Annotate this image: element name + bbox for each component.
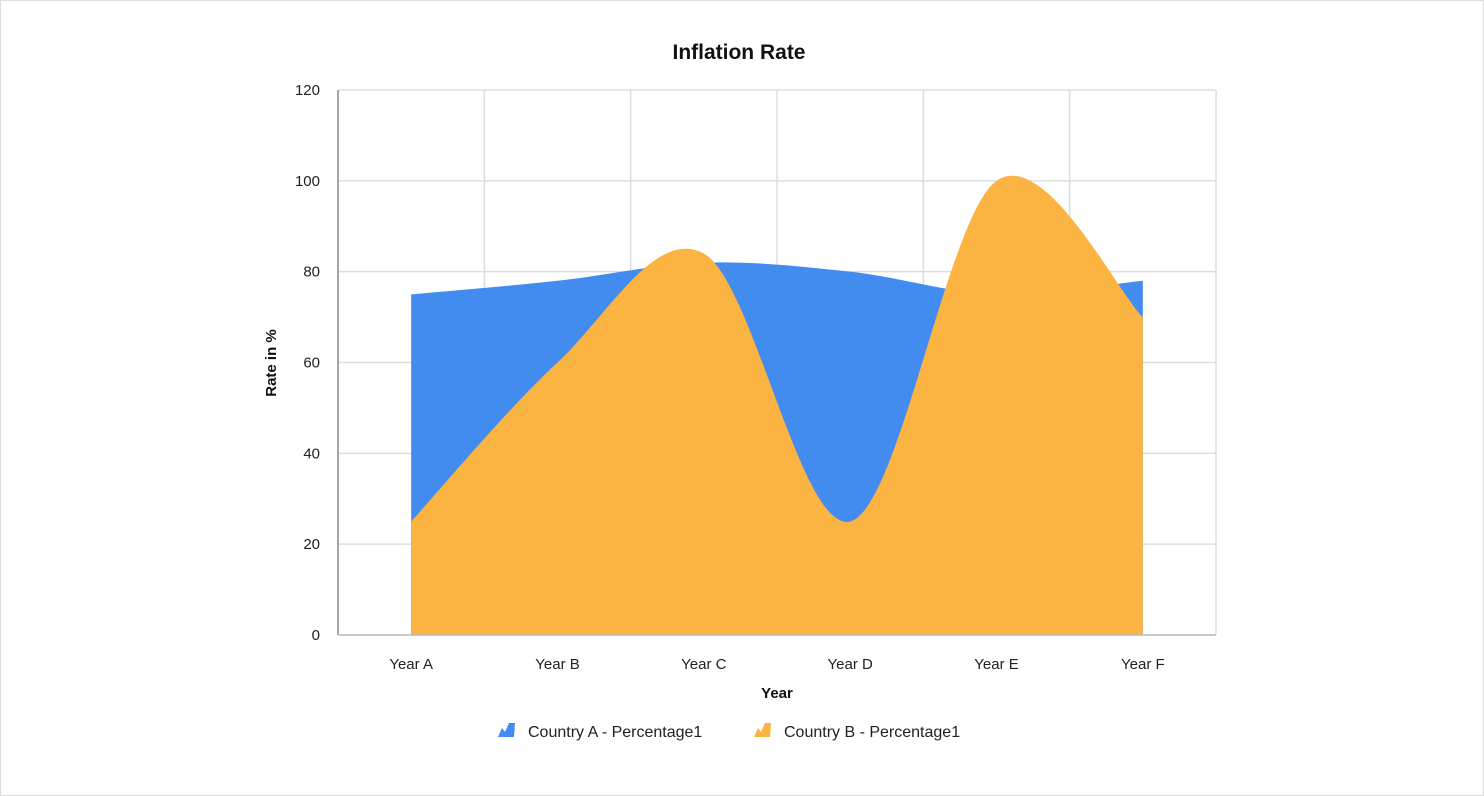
series-areas xyxy=(411,175,1143,635)
x-tick-label: Year A xyxy=(389,656,433,673)
axes xyxy=(337,90,1216,636)
y-axis-title: Rate in % xyxy=(263,329,280,397)
x-tick-label: Year C xyxy=(681,656,726,673)
y-tick-label: 100 xyxy=(295,173,320,190)
x-tick-label: Year B xyxy=(535,656,579,673)
x-axis-ticks: Year A Year B Year C Year D Year E Year F xyxy=(389,656,1164,673)
x-tick-label: Year D xyxy=(828,656,873,673)
y-tick-label: 60 xyxy=(303,355,320,372)
chart-title: Inflation Rate xyxy=(672,41,805,64)
area-series-icon xyxy=(498,723,515,737)
y-axis-ticks: 0 20 40 60 80 100 120 xyxy=(295,82,320,644)
x-tick-label: Year F xyxy=(1121,656,1165,673)
series-area-2[interactable] xyxy=(411,175,1143,635)
y-tick-label: 120 xyxy=(295,82,320,99)
y-tick-label: 20 xyxy=(303,536,320,553)
legend-label: Country B - Percentage1 xyxy=(784,724,960,741)
legend-item-2[interactable]: Country B - Percentage1 xyxy=(754,723,960,741)
legend-item-1[interactable]: Country A - Percentage1 xyxy=(498,723,702,741)
legend-label: Country A - Percentage1 xyxy=(528,724,702,741)
legend: Country A - Percentage1 Country B - Perce… xyxy=(498,723,960,741)
area-series-icon xyxy=(754,723,771,737)
y-tick-label: 0 xyxy=(312,627,320,644)
x-axis-title: Year xyxy=(761,685,793,702)
y-tick-label: 40 xyxy=(303,445,320,462)
x-tick-label: Year E xyxy=(974,656,1018,673)
y-tick-label: 80 xyxy=(303,264,320,281)
